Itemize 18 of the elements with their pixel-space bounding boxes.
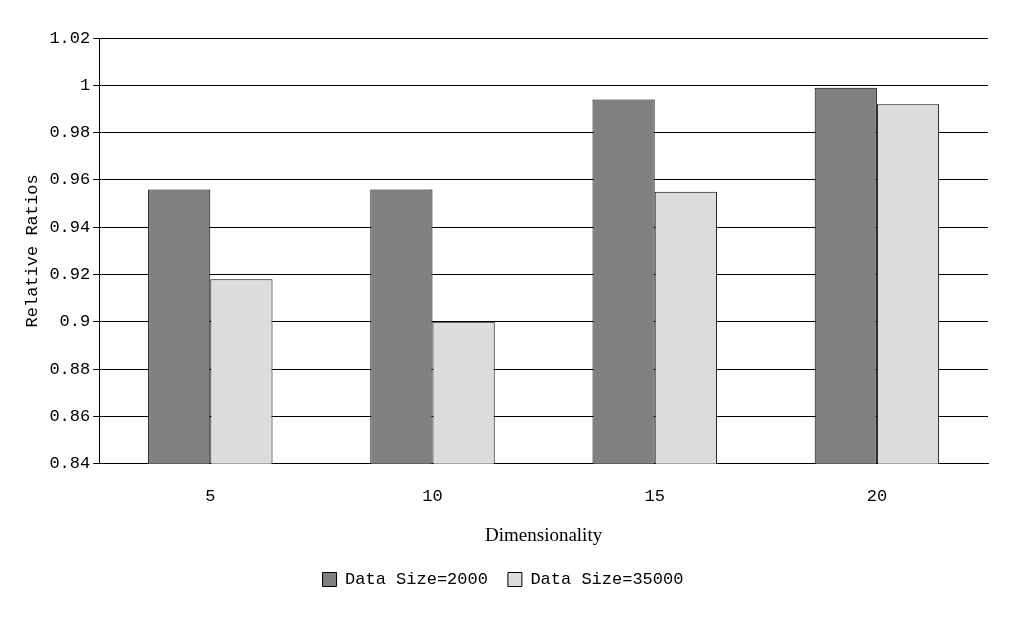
y-tick-label: 0.96 <box>49 170 91 190</box>
y-axis-title: Relative Ratios <box>22 174 42 328</box>
y-tick-label: 0.92 <box>49 265 91 285</box>
y-tick-label: 0.98 <box>49 123 91 143</box>
y-tick-label: 0.9 <box>59 312 91 332</box>
y-tick-label: 1 <box>80 75 91 95</box>
x-tick-label: 5 <box>205 486 216 506</box>
legend-label: Data Size=35000 <box>530 570 684 589</box>
x-tick-label: 15 <box>644 486 665 506</box>
y-tick-label: 0.86 <box>49 406 91 426</box>
x-tick-label: 20 <box>866 486 888 506</box>
legend-label: Data Size=2000 <box>345 570 488 589</box>
x-tick-label: 10 <box>422 486 443 506</box>
y-tick-label: 0.88 <box>49 359 91 379</box>
x-axis-title: Dimensionality <box>485 523 603 545</box>
y-tick-label: 0.94 <box>49 217 91 237</box>
y-tick-label: 0.84 <box>49 454 91 474</box>
y-tick-label: 1.02 <box>49 28 91 48</box>
